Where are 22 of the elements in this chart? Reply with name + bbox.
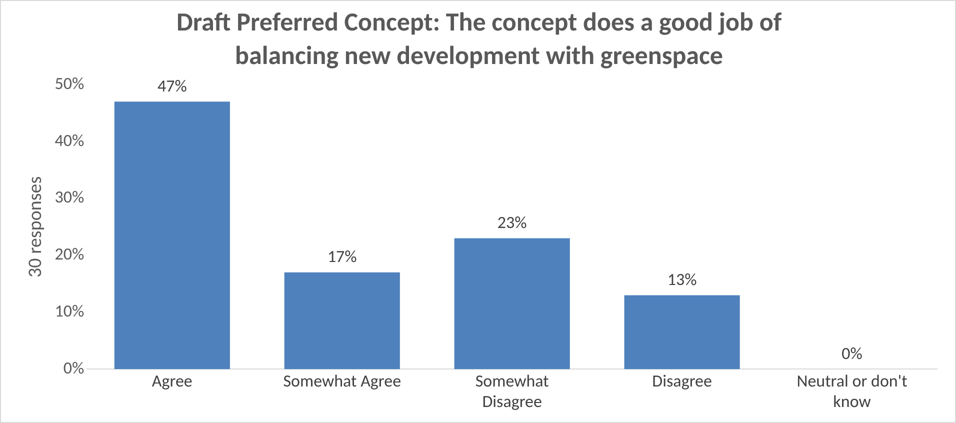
data-label: 23% <box>497 212 527 234</box>
y-tick-label: 40% <box>54 130 84 151</box>
bar <box>114 102 230 370</box>
chart-title: Draft Preferred Concept: The concept does a good job of balancing new development with greenspace <box>176 5 782 72</box>
bar <box>284 272 400 370</box>
x-tick-label: Disagree <box>652 370 712 392</box>
y-tick-label: 10% <box>54 300 84 322</box>
x-tick-label: Somewhat Disagree <box>475 370 550 412</box>
data-label: 17% <box>327 246 357 268</box>
bar <box>624 295 740 370</box>
x-tick-label: Neutral or don't know <box>796 370 908 412</box>
bar <box>454 238 570 370</box>
x-tick-label: Agree <box>152 370 192 392</box>
y-tick-label: 30% <box>54 186 84 208</box>
data-label: 0% <box>842 342 862 364</box>
y-tick-label: 50% <box>54 72 84 94</box>
data-label: 47% <box>157 75 187 96</box>
y-tick-label: 0% <box>63 357 84 378</box>
x-tick-label: Somewhat Agree <box>283 370 402 392</box>
y-tick-label: 20% <box>54 244 84 265</box>
y-axis-title: 30 responses <box>24 176 48 278</box>
data-label: 13% <box>667 268 697 290</box>
